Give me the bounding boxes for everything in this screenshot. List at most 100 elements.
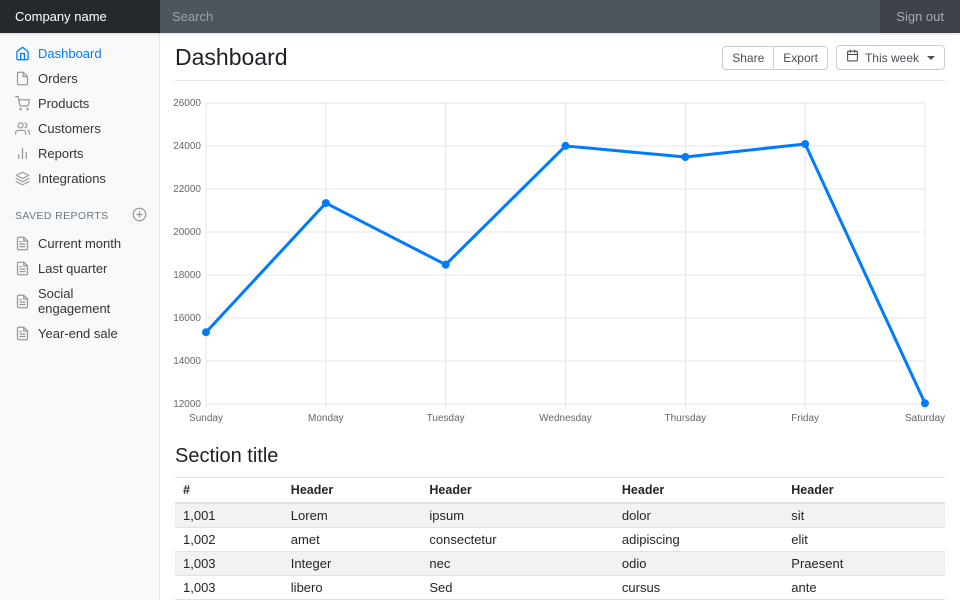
table-column-header: Header	[282, 477, 422, 504]
table-cell: Lorem	[282, 502, 422, 528]
layers-icon	[15, 171, 30, 186]
table-column-header: #	[175, 477, 283, 504]
table-row: 1,002 amet consectetur adipiscing elit	[175, 527, 945, 552]
top-navbar: Company name Sign out	[0, 0, 960, 33]
svg-text:Sunday: Sunday	[189, 413, 223, 424]
sidebar-item-social-engagement[interactable]: Social engagement	[0, 281, 159, 321]
sidebar-nav: Dashboard Orders Products Customers Reports I…	[0, 41, 159, 191]
saved-reports-heading: Saved reports	[15, 210, 109, 222]
table-cell: Integer	[282, 551, 422, 576]
svg-text:Friday: Friday	[791, 413, 819, 424]
plus-circle-icon[interactable]	[132, 207, 147, 225]
sidebar-item-dashboard[interactable]: Dashboard	[0, 41, 159, 66]
sidebar-item-current-month[interactable]: Current month	[0, 231, 159, 256]
file-text-icon	[16, 261, 29, 276]
table-column-header: Header	[783, 477, 945, 504]
table-cell: sit	[783, 502, 945, 528]
table-cell: ipsum	[421, 502, 614, 528]
page-title: Dashboard	[175, 44, 288, 70]
table-row: 1,003 Integer nec odio Praesent	[175, 551, 945, 576]
svg-text:14000: 14000	[173, 356, 201, 367]
table-cell: Praesent	[783, 551, 945, 576]
table-cell: elit	[783, 527, 945, 552]
toolbar: Share Export This week	[722, 45, 945, 70]
svg-text:16000: 16000	[173, 313, 201, 324]
chart-canvas: 12000 14000 16000 18000 20000 22000 24000 26000…	[173, 98, 945, 424]
table-cell: 1,002	[175, 527, 283, 552]
sidebar-item-reports[interactable]: Reports	[0, 141, 159, 166]
table-cell: 1,003	[175, 575, 283, 600]
section-title: Section title	[175, 445, 279, 467]
brand[interactable]: Company name	[0, 0, 160, 33]
svg-text:12000: 12000	[173, 399, 201, 410]
users-icon	[15, 122, 30, 135]
sidebar-item-label: Products	[38, 96, 90, 111]
svg-text:26000: 26000	[173, 98, 201, 109]
sidebar: Dashboard Orders Products Customers Reports I…	[0, 33, 160, 600]
svg-text:Tuesday: Tuesday	[427, 413, 465, 424]
main-content: Dashboard Share Export This week 12000 14…	[160, 33, 960, 600]
table-column-header: Header	[421, 477, 614, 504]
sidebar-item-integrations[interactable]: Integrations	[0, 166, 159, 191]
svg-text:Saturday: Saturday	[905, 413, 945, 424]
table-header-row: # Header Header Header Header	[175, 477, 945, 504]
plus-circle-icon	[132, 207, 147, 222]
sidebar-item-label: Orders	[38, 71, 78, 86]
sidebar-item-last-quarter[interactable]: Last quarter	[0, 256, 159, 281]
sidebar-item-products[interactable]: Products	[0, 91, 159, 116]
shopping-cart-icon	[15, 96, 30, 111]
file-text-icon	[16, 294, 29, 308]
table-row: 1,003 libero Sed cursus ante	[175, 575, 945, 600]
saved-reports-header: Saved reports	[0, 191, 159, 231]
svg-text:22000: 22000	[173, 184, 201, 195]
bar-chart-icon	[18, 147, 27, 160]
file-text-icon	[16, 236, 29, 251]
table-cell: odio	[613, 551, 784, 576]
week-dropdown-label: This week	[864, 50, 919, 65]
export-button[interactable]: Export	[773, 45, 828, 70]
weekly-line-chart: 12000 14000 16000 18000 20000 22000 24000 26000…	[173, 94, 945, 426]
table-cell: 1,001	[175, 502, 283, 528]
sidebar-item-orders[interactable]: Orders	[0, 66, 159, 91]
svg-text:18000: 18000	[173, 270, 201, 281]
sidebar-item-label: Last quarter	[38, 261, 108, 276]
sidebar-item-label: Year-end sale	[38, 326, 118, 341]
file-text-icon	[16, 326, 29, 341]
sidebar-item-label: Integrations	[38, 171, 106, 186]
chevron-down-icon	[927, 55, 935, 60]
sidebar-item-year-end-sale[interactable]: Year-end sale	[0, 321, 159, 346]
svg-text:Monday: Monday	[308, 413, 344, 424]
table-body: 1,001 Lorem ipsum dolor sit 1,002 amet consecte…	[175, 502, 945, 600]
svg-text:20000: 20000	[173, 227, 201, 238]
sidebar-saved-reports: Current month Last quarter Social engageme…	[0, 231, 159, 346]
data-table: # Header Header Header Header 1,001 Lorem ipsu…	[175, 477, 945, 600]
sidebar-item-customers[interactable]: Customers	[0, 116, 159, 141]
week-dropdown-button[interactable]: This week	[835, 45, 945, 70]
sidebar-item-label: Reports	[38, 146, 84, 161]
table-cell: ante	[783, 575, 945, 600]
table-cell: dolor	[613, 502, 784, 528]
file-icon	[16, 71, 29, 86]
table-cell: libero	[282, 575, 422, 600]
table-cell: amet	[282, 527, 422, 552]
svg-text:Wednesday: Wednesday	[539, 413, 592, 424]
svg-text:Thursday: Thursday	[664, 413, 706, 424]
table-cell: consectetur	[421, 527, 614, 552]
calendar-icon	[846, 49, 859, 66]
search-input[interactable]	[160, 0, 881, 33]
sidebar-item-label: Customers	[38, 121, 101, 136]
table-cell: Sed	[421, 575, 614, 600]
table-column-header: Header	[613, 477, 784, 504]
home-icon	[16, 46, 29, 61]
sidebar-item-label: Social engagement	[38, 286, 111, 316]
table-row: 1,001 Lorem ipsum dolor sit	[175, 502, 945, 528]
share-export-group: Share Export	[722, 45, 828, 70]
page-header: Dashboard Share Export This week	[175, 33, 945, 81]
table-cell: nec	[421, 551, 614, 576]
table-cell: cursus	[613, 575, 784, 600]
signout-link[interactable]: Sign out	[896, 9, 944, 24]
calendar-icon	[847, 49, 858, 62]
table-head: # Header Header Header Header	[175, 477, 945, 504]
share-button[interactable]: Share	[722, 45, 775, 70]
sidebar-item-label: Current month	[38, 236, 122, 251]
